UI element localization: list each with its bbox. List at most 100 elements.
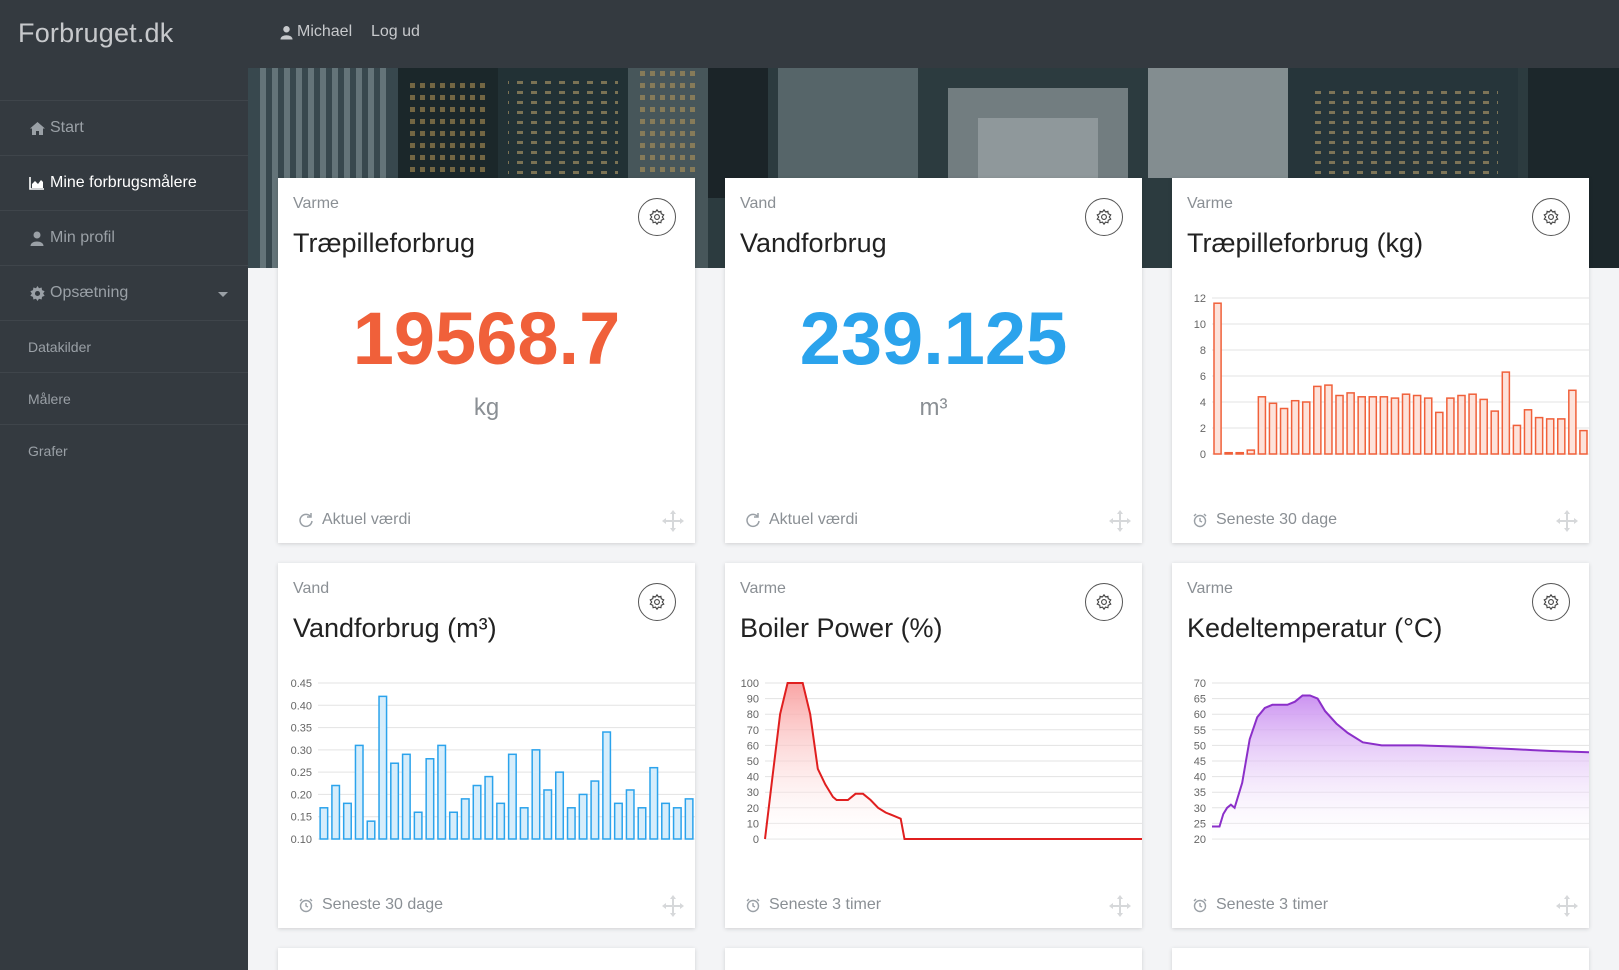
y-tick-label: 6 (1200, 371, 1206, 383)
y-tick-label: 70 (747, 725, 759, 737)
nav-item-gauges[interactable]: Målere (0, 372, 248, 424)
bar (1435, 411, 1444, 455)
widget-card-water-chart: Vand Vandforbrug (m³) 0.10 0.15 0.20 0.25 0.… (278, 563, 695, 928)
area-fill (765, 683, 1142, 839)
settings-button[interactable] (1532, 198, 1570, 236)
bar (460, 798, 470, 840)
bar (661, 802, 671, 840)
nav-item-datasources[interactable]: Datakilder (0, 320, 248, 372)
bar (1357, 396, 1366, 455)
alarm-clock-icon (1193, 898, 1207, 913)
y-tick-label: 0.25 (291, 767, 312, 779)
y-tick-label: 0.45 (291, 678, 312, 690)
bar (507, 753, 517, 840)
bar (566, 807, 576, 840)
bar (602, 731, 612, 840)
bar (1401, 393, 1411, 455)
widget-card-partial (725, 948, 1142, 970)
settings-button[interactable] (638, 583, 676, 621)
bar (531, 749, 541, 840)
refresh-icon (746, 513, 760, 528)
widget-card-partial (278, 948, 695, 970)
bar (1257, 396, 1267, 455)
y-tick-label: 60 (1194, 709, 1206, 721)
bar (1224, 451, 1233, 455)
nav-item-start[interactable]: Start (0, 100, 248, 155)
user-menu[interactable]: Michael (280, 23, 352, 41)
settings-button[interactable] (1085, 198, 1123, 236)
current-value: 239.125 (799, 297, 1068, 380)
y-tick-label: 0.35 (291, 723, 312, 735)
settings-button[interactable] (1085, 583, 1123, 621)
bar (649, 766, 659, 840)
move-handle-icon[interactable] (1108, 509, 1132, 533)
top-bar: Michael Log ud (248, 0, 1619, 68)
bar (1579, 429, 1588, 455)
bar (1301, 401, 1311, 455)
bar (1346, 392, 1355, 455)
move-handle-icon[interactable] (1555, 509, 1579, 533)
brand-logo[interactable]: Forbruget.dk (18, 18, 174, 48)
y-tick-label: 30 (1194, 803, 1206, 815)
boiler-power-area-chart: 0 10 20 30 40 50 60 70 80 90 100 (741, 678, 1142, 846)
bar (342, 802, 352, 840)
current-value: 19568.7 (352, 297, 621, 380)
y-tick-label: 80 (747, 709, 759, 721)
bar (1235, 451, 1245, 455)
card-title: Træpilleforbrug (kg) (1187, 228, 1424, 258)
bar (496, 802, 506, 840)
move-handle-icon[interactable] (661, 894, 685, 918)
card-footer: Seneste 3 timer (745, 896, 881, 914)
y-tick-label: 100 (741, 678, 759, 690)
cog-icon (1096, 209, 1112, 225)
y-tick-label: 50 (1194, 740, 1206, 752)
bar (1290, 399, 1300, 455)
y-tick-label: 90 (747, 694, 759, 706)
bar (1324, 384, 1333, 455)
widget-card-pellet-chart: Varme Træpilleforbrug (kg) 0 2 4 6 8 10 12 Sen… (1172, 178, 1589, 543)
y-tick-label: 20 (1194, 834, 1206, 846)
y-tick-label: 40 (1194, 772, 1206, 784)
bar (437, 744, 447, 840)
nav-item-settings[interactable]: Opsætning (0, 265, 248, 320)
bar (472, 784, 482, 840)
bar (519, 807, 529, 840)
card-footer-text: Seneste 3 timer (1216, 896, 1329, 913)
y-tick-label: 70 (1194, 678, 1206, 690)
card-category: Varme (740, 580, 786, 597)
y-tick-label: 4 (1200, 397, 1206, 409)
bar (390, 762, 400, 840)
nav-item-meters[interactable]: Mine forbrugsmålere (0, 155, 248, 210)
card-footer: Seneste 30 dage (298, 896, 443, 914)
nav-item-graphs[interactable]: Grafer (0, 424, 248, 476)
card-category: Vand (740, 195, 777, 212)
bar (1279, 407, 1289, 455)
nav-label-start: Start (50, 119, 84, 136)
caret-down-icon (218, 292, 228, 297)
settings-button[interactable] (638, 198, 676, 236)
move-handle-icon[interactable] (1108, 894, 1132, 918)
bar (1568, 389, 1577, 455)
y-tick-label: 40 (747, 772, 759, 784)
bar (1490, 410, 1500, 455)
y-tick-label: 0.20 (291, 789, 312, 801)
cog-icon (1096, 594, 1112, 610)
y-tick-label: 0.40 (291, 700, 312, 712)
pellet-bar-chart: 0 2 4 6 8 10 12 (1194, 293, 1589, 461)
settings-button[interactable] (1532, 583, 1570, 621)
y-tick-label: 25 (1194, 818, 1206, 830)
card-footer-text: Seneste 3 timer (769, 896, 882, 913)
bar (354, 744, 364, 840)
logout-link[interactable]: Log ud (371, 23, 420, 40)
card-category: Varme (293, 195, 339, 212)
card-footer: Aktuel værdi (298, 511, 411, 529)
card-category: Varme (1187, 195, 1233, 212)
move-handle-icon[interactable] (1555, 894, 1579, 918)
bar (1468, 393, 1477, 455)
nav-item-profile[interactable]: Min profil (0, 210, 248, 265)
cog-icon (1543, 209, 1559, 225)
card-title: Kedeltemperatur (°C) (1187, 613, 1443, 643)
bar (578, 793, 588, 840)
bar (1412, 394, 1422, 455)
move-handle-icon[interactable] (661, 509, 685, 533)
